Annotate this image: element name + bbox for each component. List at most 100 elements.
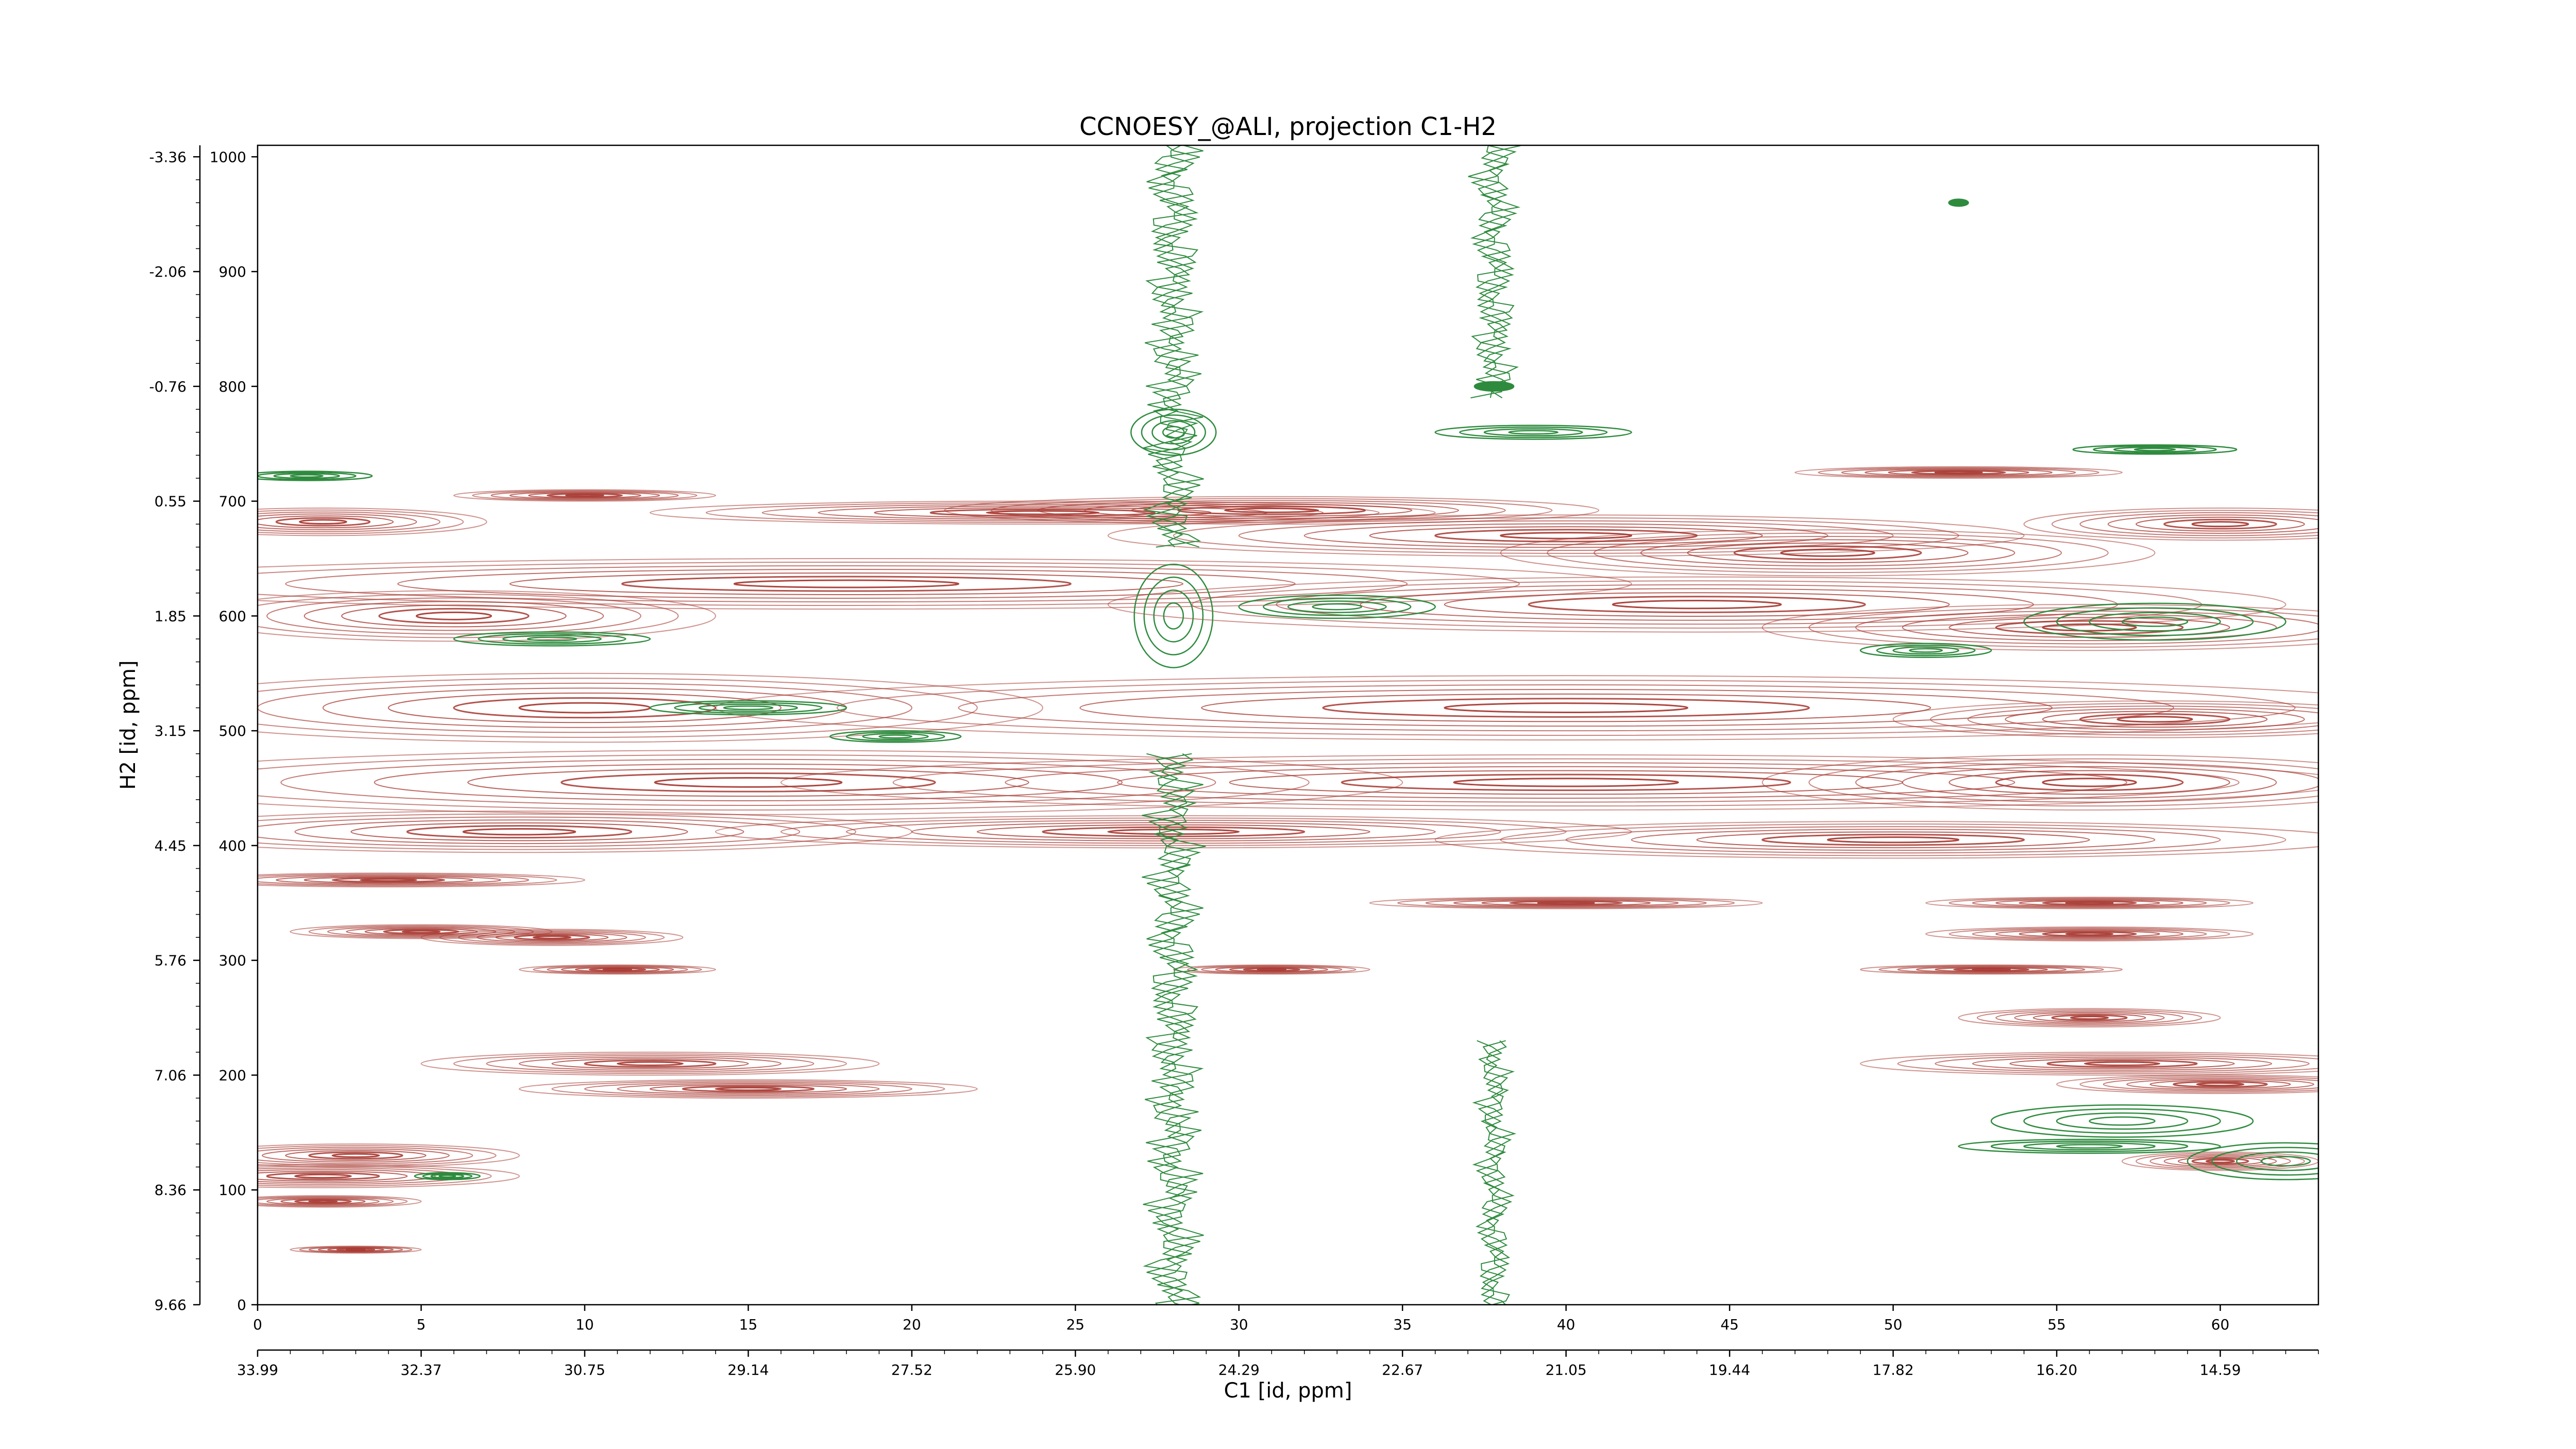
- negative-peak: [2023, 602, 2286, 641]
- x-ppm-tick-label: 33.99: [237, 1361, 278, 1378]
- x-ppm-tick-label: 17.82: [1873, 1361, 1914, 1378]
- negative-peak: [1434, 425, 1632, 440]
- y-tick-label: 700: [219, 493, 246, 510]
- x-tick-label: 60: [2211, 1316, 2230, 1333]
- x-axis-label: C1 [id, ppm]: [1224, 1379, 1352, 1403]
- x-ppm-tick-label: 25.90: [1055, 1361, 1096, 1378]
- negative-peak: [1468, 145, 1521, 399]
- chart-title: CCNOESY_@ALI, projection C1-H2: [1079, 112, 1497, 141]
- negative-peak: [1133, 563, 1214, 668]
- positive-peak: [1925, 897, 2254, 909]
- positive-peak: [420, 929, 684, 946]
- negative-peak: [1958, 1138, 2221, 1154]
- plot-frame: [257, 144, 2319, 1306]
- axes-layer: 09.661008.362007.063005.764004.455003.15…: [149, 145, 2319, 1378]
- negative-peak: [1130, 409, 1217, 456]
- x-ppm-tick-label: 16.20: [2036, 1361, 2077, 1378]
- x-ppm-tick-label: 24.29: [1218, 1361, 1260, 1378]
- positive-peak: [1958, 1008, 2221, 1027]
- x-tick-label: 35: [1393, 1316, 1412, 1333]
- x-tick-label: 30: [1230, 1316, 1248, 1333]
- y-tick-label: 500: [219, 722, 246, 739]
- positive-peak: [1860, 1051, 2318, 1076]
- positive-peak: [258, 872, 585, 888]
- x-ppm-tick-label: 22.67: [1382, 1361, 1423, 1378]
- positive-peak: [420, 1051, 880, 1076]
- x-tick-label: 0: [253, 1316, 262, 1333]
- positive-peak: [1761, 604, 2318, 651]
- x-tick-label: 45: [1720, 1316, 1739, 1333]
- positive-peak: [1761, 754, 2318, 811]
- y-axis-label: H2 [id, ppm]: [116, 660, 140, 789]
- positive-peak: [258, 558, 1632, 610]
- positive-peak: [781, 754, 2318, 811]
- negative-peak: [1859, 643, 1992, 658]
- positive-peak: [258, 750, 1403, 815]
- positive-peak: [258, 811, 912, 853]
- y-ppm-tick-label: 0.55: [155, 493, 187, 510]
- y-tick-label: 600: [219, 608, 246, 625]
- x-tick-label: 25: [1066, 1316, 1084, 1333]
- negative-peak: [2187, 1142, 2318, 1181]
- positive-peak: [258, 590, 716, 642]
- x-tick-label: 10: [575, 1316, 594, 1333]
- positive-peak: [258, 1195, 422, 1208]
- y-tick-label: 900: [219, 263, 246, 280]
- y-ppm-tick-label: 5.76: [155, 952, 187, 969]
- y-tick-label: 200: [219, 1067, 246, 1084]
- positive-peak: [258, 1164, 520, 1188]
- negative-peak: [2072, 444, 2238, 455]
- y-ppm-tick-label: 4.45: [155, 837, 187, 854]
- negative-peak: [1473, 381, 1515, 392]
- positive-peak: [1369, 897, 1763, 909]
- positive-peak: [1107, 576, 2286, 633]
- x-tick-label: 55: [2047, 1316, 2066, 1333]
- positive-peak: [1500, 529, 2156, 577]
- y-ppm-tick-label: -2.06: [149, 263, 187, 280]
- positive-peak: [1173, 964, 1370, 975]
- negative-peak: [453, 631, 651, 647]
- x-tick-label: 50: [1884, 1316, 1903, 1333]
- negative-peak: [1948, 198, 1969, 207]
- y-ppm-tick-label: 7.06: [155, 1067, 187, 1084]
- y-ppm-tick-label: -3.36: [149, 148, 187, 165]
- contour-layer: [258, 145, 2318, 1305]
- positive-peak: [1434, 821, 2318, 859]
- positive-peak: [1925, 926, 2254, 941]
- negative-peak: [1238, 594, 1436, 619]
- x-ppm-tick-label: 14.59: [2199, 1361, 2241, 1378]
- y-tick-label: 300: [219, 952, 246, 969]
- y-ppm-tick-label: -0.76: [149, 378, 187, 395]
- negative-peak: [649, 700, 848, 716]
- negative-peak: [829, 730, 962, 743]
- x-tick-label: 20: [903, 1316, 921, 1333]
- x-tick-label: 5: [417, 1316, 426, 1333]
- y-ppm-tick-label: 8.36: [155, 1182, 187, 1199]
- positive-peak: [258, 508, 487, 536]
- positive-peak: [1794, 466, 2123, 479]
- x-ppm-tick-label: 32.37: [400, 1361, 442, 1378]
- x-ppm-tick-label: 19.44: [1709, 1361, 1750, 1378]
- positive-peak: [290, 1245, 422, 1254]
- positive-peak: [1860, 964, 2123, 975]
- y-tick-label: 800: [219, 378, 246, 395]
- positive-peak: [453, 489, 716, 502]
- y-tick-label: 1000: [210, 148, 246, 165]
- y-tick-label: 400: [219, 837, 246, 854]
- positive-peak: [2023, 507, 2318, 541]
- x-tick-label: 40: [1557, 1316, 1575, 1333]
- negative-peak: [414, 1172, 481, 1181]
- y-tick-label: 0: [237, 1296, 246, 1313]
- positive-peak: [518, 964, 716, 975]
- negative-peak: [1990, 1104, 2254, 1138]
- positive-peak: [2056, 1074, 2318, 1094]
- y-tick-label: 100: [219, 1182, 246, 1199]
- y-ppm-tick-label: 1.85: [155, 608, 187, 625]
- negative-peak: [1142, 753, 1206, 1305]
- x-tick-label: 15: [739, 1316, 758, 1333]
- y-ppm-tick-label: 9.66: [155, 1296, 187, 1313]
- positive-peak: [518, 1079, 978, 1099]
- x-ppm-tick-label: 29.14: [727, 1361, 769, 1378]
- x-ppm-tick-label: 21.05: [1546, 1361, 1587, 1378]
